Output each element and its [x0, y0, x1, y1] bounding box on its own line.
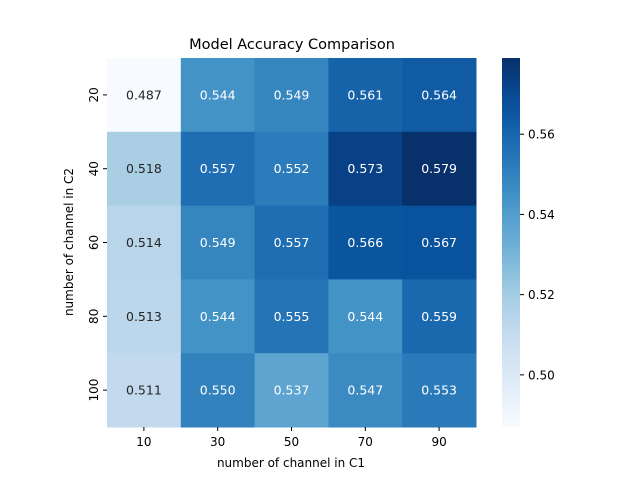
heatmap-cell — [180, 279, 256, 354]
cell-value-label: 0.567 — [421, 235, 457, 250]
cell-value-label: 0.544 — [200, 309, 236, 324]
cell-value-label: 0.553 — [421, 383, 457, 398]
heatmap-cell — [254, 131, 329, 207]
x-tick-label: 50 — [284, 435, 299, 449]
cell-value-label: 0.559 — [421, 309, 457, 324]
heatmap-cell — [180, 353, 256, 428]
heatmap-cell — [328, 58, 403, 133]
x-tick-label: 30 — [210, 435, 225, 449]
heatmap-cell — [328, 279, 403, 354]
x-tick-label: 70 — [358, 435, 373, 449]
cell-value-label: 0.547 — [347, 383, 383, 398]
cell-value-label: 0.557 — [274, 235, 310, 250]
heatmap-cell — [254, 58, 329, 133]
y-tick-label: 60 — [87, 235, 101, 250]
cell-value-label: 0.549 — [274, 87, 310, 102]
cell-value-label: 0.537 — [274, 383, 310, 398]
cell-value-label: 0.487 — [126, 87, 162, 102]
cell-value-label: 0.511 — [126, 383, 162, 398]
cell-value-label: 0.566 — [347, 235, 383, 250]
y-axis-ticks: 20 40 60 80 100 — [87, 87, 107, 402]
heatmap-cell — [402, 353, 477, 428]
cell-value-label: 0.573 — [347, 161, 383, 176]
y-tick-label: 80 — [87, 309, 101, 324]
x-axis-label: number of channel in C1 — [217, 456, 365, 470]
cell-value-label: 0.561 — [347, 87, 383, 102]
heatmap-cell — [328, 205, 403, 280]
colorbar-tick-label: 0.56 — [528, 128, 555, 142]
cell-value-label: 0.552 — [274, 161, 310, 176]
colorbar-ticks: 0.50 0.52 0.54 0.56 — [520, 128, 555, 382]
colorbar — [502, 58, 520, 427]
cell-value-label: 0.514 — [126, 235, 162, 250]
y-axis-label: number of channel in C2 — [62, 168, 76, 316]
cell-value-label: 0.544 — [200, 87, 236, 102]
heatmap-cells: 0.487 0.544 0.549 0.561 0.564 0.518 0.557 0.552… — [107, 58, 477, 428]
heatmap-cell — [254, 279, 329, 354]
heatmap-cell — [180, 131, 256, 207]
colorbar-tick-label: 0.52 — [528, 288, 555, 302]
x-tick-label: 90 — [431, 435, 446, 449]
y-tick-label: 40 — [87, 161, 101, 176]
heatmap-cell — [107, 353, 182, 428]
heatmap-cell — [402, 279, 477, 354]
heatmap-cell — [402, 205, 477, 280]
heatmap-cell — [402, 131, 477, 207]
chart-title: Model Accuracy Comparison — [189, 37, 395, 53]
heatmap-cell — [180, 205, 256, 280]
heatmap-cell — [107, 205, 182, 280]
cell-value-label: 0.579 — [421, 161, 457, 176]
heatmap-cell — [254, 353, 329, 428]
cell-value-label: 0.557 — [200, 161, 236, 176]
cell-value-label: 0.513 — [126, 309, 162, 324]
x-axis-ticks: 10 30 50 70 90 — [136, 427, 447, 449]
cell-value-label: 0.564 — [421, 87, 457, 102]
heatmap-cell — [107, 58, 182, 133]
heatmap-cell — [402, 58, 477, 133]
y-tick-label: 100 — [87, 379, 101, 402]
heatmap-cell — [107, 131, 182, 207]
cell-value-label: 0.555 — [274, 309, 310, 324]
heatmap-cell — [254, 205, 329, 280]
y-tick-label: 20 — [87, 87, 101, 102]
cell-value-label: 0.550 — [200, 383, 236, 398]
heatmap-cell — [107, 279, 182, 354]
heatmap-cell — [328, 353, 403, 428]
heatmap-cell — [180, 58, 256, 133]
heatmap-cell — [328, 131, 403, 207]
colorbar-tick-label: 0.54 — [528, 208, 555, 222]
colorbar-tick-label: 0.50 — [528, 368, 555, 382]
cell-value-label: 0.518 — [126, 161, 162, 176]
cell-value-label: 0.544 — [347, 309, 383, 324]
x-tick-label: 10 — [136, 435, 151, 449]
cell-value-label: 0.549 — [200, 235, 236, 250]
